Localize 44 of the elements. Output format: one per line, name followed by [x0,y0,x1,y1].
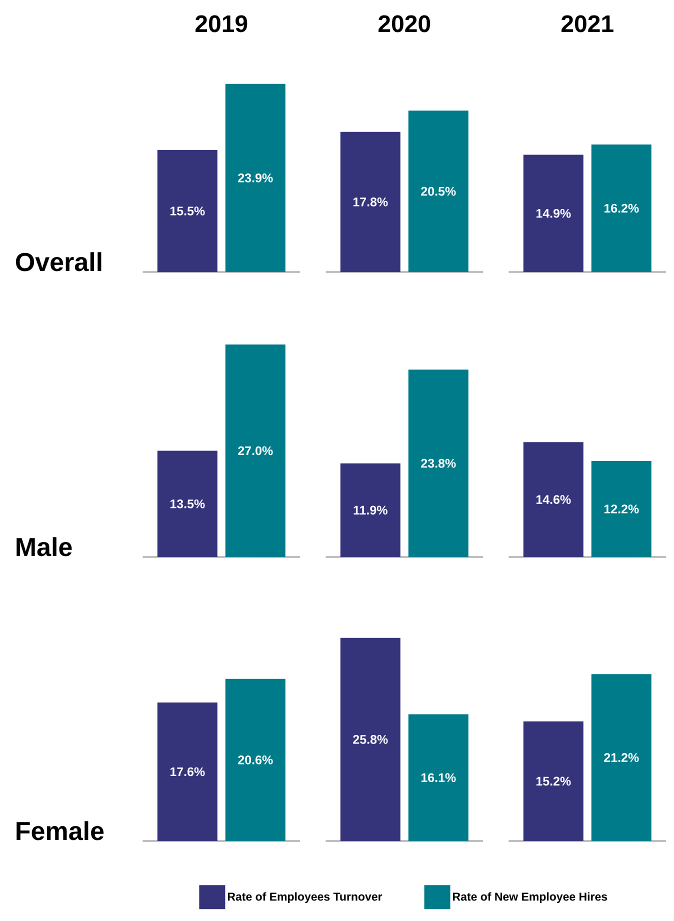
data-label: 15.5% [170,206,205,216]
data-label: 15.2% [536,776,571,786]
data-label: 23.8% [421,458,456,468]
x-tick-label: 2021 [562,15,614,32]
bar [225,344,286,557]
data-label: 13.5% [170,499,205,508]
bar [591,460,652,557]
x-tick-label: 2020 [378,15,430,32]
bar [157,450,218,557]
data-label: 16.2% [604,204,639,213]
data-label: 23.9% [238,174,273,182]
bar [157,702,218,841]
data-label: 20.5% [421,186,456,196]
bar [523,154,584,272]
data-label: 14.9% [536,208,571,218]
bar [408,110,468,272]
bar [225,678,286,841]
data-label: 12.2% [604,504,639,514]
bar [340,132,400,272]
data-label: 25.8% [353,735,388,744]
data-label: 16.1% [421,773,456,782]
data-label: 21.2% [604,753,639,762]
data-label: 17.6% [170,767,205,776]
bar [523,442,584,557]
data-label: 27.0% [238,446,273,456]
legend-label: Rate of Employees Turnover [228,892,382,903]
text: Overall [16,252,102,272]
bar [523,721,584,841]
bar [340,463,400,557]
bar [340,638,400,841]
legend-label: Rate of New Employee Hires [453,892,608,903]
bar [225,84,286,272]
data-label: 14.6% [536,495,571,504]
text: Male [16,537,72,556]
data-label: 20.6% [238,756,273,764]
text: Female [16,821,104,840]
data-label: 11.9% [354,506,388,515]
bar [591,144,652,272]
bar [408,370,468,557]
data-label: 17.8% [353,198,388,206]
bar [408,714,468,841]
x-tick-label: 2019 [196,15,248,32]
bar [157,150,218,272]
bar [591,674,652,841]
